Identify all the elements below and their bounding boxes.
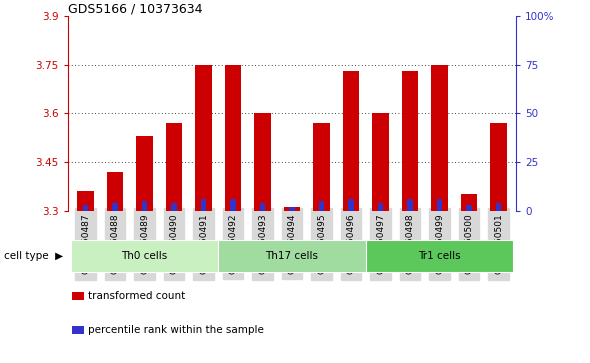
Text: Th0 cells: Th0 cells [122, 251, 168, 261]
Text: transformed count: transformed count [88, 291, 185, 301]
Bar [431, 65, 448, 211]
Bar [461, 194, 477, 211]
Bar [171, 203, 177, 211]
Bar [218, 240, 366, 272]
Bar [77, 191, 94, 211]
Bar [201, 199, 206, 211]
Bar [136, 136, 153, 211]
Bar [284, 207, 300, 211]
Bar [71, 240, 218, 272]
Bar [366, 240, 513, 272]
Bar [195, 65, 212, 211]
Bar [319, 201, 324, 211]
Text: GDS5166 / 10373634: GDS5166 / 10373634 [68, 2, 202, 15]
Bar [166, 123, 182, 211]
Bar [437, 199, 442, 211]
Bar [343, 72, 359, 211]
Text: cell type  ▶: cell type ▶ [4, 251, 63, 261]
Bar [73, 292, 84, 300]
Bar [83, 205, 88, 211]
Text: percentile rank within the sample: percentile rank within the sample [88, 325, 264, 335]
Bar [73, 326, 84, 334]
Bar [112, 203, 118, 211]
Bar [289, 207, 295, 211]
Bar [107, 172, 123, 211]
Bar [378, 203, 384, 211]
Text: Tr1 cells: Tr1 cells [418, 251, 461, 261]
Bar [254, 113, 271, 211]
Bar [260, 203, 266, 211]
Bar [407, 199, 413, 211]
Bar [142, 201, 148, 211]
Bar [490, 123, 507, 211]
Bar [402, 72, 418, 211]
Bar [313, 123, 330, 211]
Bar [348, 199, 354, 211]
Text: Th17 cells: Th17 cells [266, 251, 319, 261]
Bar [225, 65, 241, 211]
Bar [496, 203, 502, 211]
Bar [466, 205, 472, 211]
Bar [230, 199, 236, 211]
Bar [372, 113, 389, 211]
